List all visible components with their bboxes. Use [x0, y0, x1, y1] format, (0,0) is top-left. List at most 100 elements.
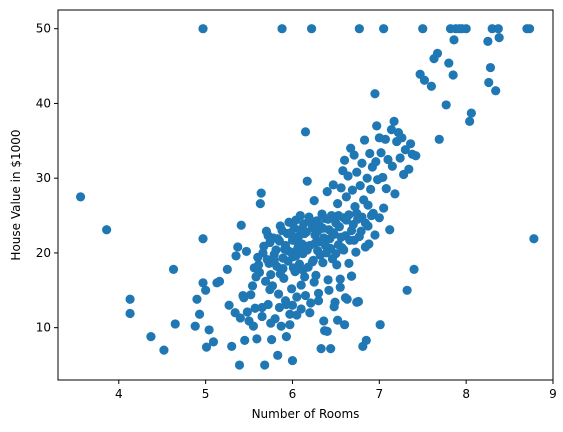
data-point [250, 303, 260, 313]
data-point [323, 214, 333, 224]
data-point [302, 245, 312, 255]
data-point [300, 290, 311, 301]
data-point [322, 326, 332, 337]
data-point [274, 302, 285, 313]
y-tick-label: 40 [36, 96, 51, 110]
points-layer [75, 24, 539, 370]
data-point [461, 24, 471, 34]
y-axis: 10 20 30 40 50 [36, 22, 58, 335]
data-point [239, 293, 249, 303]
data-point [357, 158, 367, 168]
data-point [201, 342, 212, 352]
data-point [370, 89, 380, 99]
data-point [339, 320, 350, 330]
data-point [370, 230, 380, 240]
data-point [291, 251, 301, 261]
y-axis-label: House Value in $1000 [9, 129, 23, 260]
data-point [241, 246, 252, 257]
data-point [349, 150, 359, 160]
data-point [251, 272, 261, 282]
data-point [361, 335, 371, 345]
data-point [240, 335, 250, 345]
data-point [281, 299, 291, 310]
data-point [335, 282, 345, 292]
data-point [319, 316, 329, 326]
data-point [444, 58, 454, 68]
data-point [355, 181, 365, 191]
data-point [449, 35, 459, 45]
data-point [366, 184, 376, 194]
data-point [292, 292, 302, 302]
data-point [385, 225, 395, 235]
data-point [198, 278, 208, 288]
data-point [365, 148, 375, 159]
data-point [493, 24, 503, 34]
data-point [409, 264, 419, 274]
data-point [381, 184, 391, 194]
data-point [352, 167, 362, 177]
data-point [434, 134, 444, 144]
data-point [273, 350, 283, 360]
data-point [271, 245, 281, 255]
data-point [309, 196, 319, 206]
data-point [316, 344, 326, 354]
plot-frame [57, 9, 554, 381]
data-point [75, 192, 86, 202]
data-point [400, 145, 410, 155]
data-point [339, 245, 349, 255]
data-point [351, 247, 361, 257]
data-point [234, 360, 245, 370]
data-point [341, 192, 351, 202]
data-point [387, 161, 397, 171]
y-tick-label: 50 [36, 22, 51, 36]
data-point [306, 24, 317, 34]
data-point [231, 251, 241, 261]
data-point [376, 148, 386, 158]
data-point [465, 116, 475, 126]
data-point [201, 285, 211, 295]
data-point [265, 284, 275, 295]
data-point [285, 320, 295, 330]
data-point [194, 309, 205, 319]
data-point [276, 321, 286, 331]
data-point [292, 310, 302, 320]
data-point [383, 154, 393, 165]
data-point [295, 210, 305, 221]
data-point [190, 321, 200, 331]
data-point [328, 228, 338, 238]
data-point [322, 187, 332, 197]
data-point [362, 173, 372, 183]
data-point [277, 24, 287, 34]
data-point [146, 332, 156, 342]
data-point [279, 273, 289, 283]
data-point [332, 260, 342, 270]
data-point [242, 307, 252, 317]
data-point [284, 217, 294, 227]
data-point [288, 263, 298, 273]
data-point [379, 24, 389, 34]
data-point [404, 164, 414, 174]
data-point [335, 274, 345, 284]
data-point [379, 203, 389, 213]
data-point [235, 313, 245, 323]
data-point [333, 315, 343, 325]
data-point [485, 62, 496, 73]
data-point [346, 271, 357, 281]
data-point [491, 86, 501, 96]
data-point [326, 344, 336, 354]
data-point [524, 24, 535, 34]
data-point [313, 296, 324, 306]
data-point [419, 75, 430, 85]
data-point [344, 258, 354, 268]
data-point [366, 210, 377, 221]
data-point [357, 212, 367, 222]
data-point [328, 180, 338, 190]
data-point [331, 249, 341, 259]
data-point [352, 297, 362, 307]
data-point [263, 231, 273, 241]
data-point [397, 133, 407, 143]
data-point [441, 100, 451, 110]
data-point [159, 345, 169, 355]
data-point [278, 264, 288, 274]
